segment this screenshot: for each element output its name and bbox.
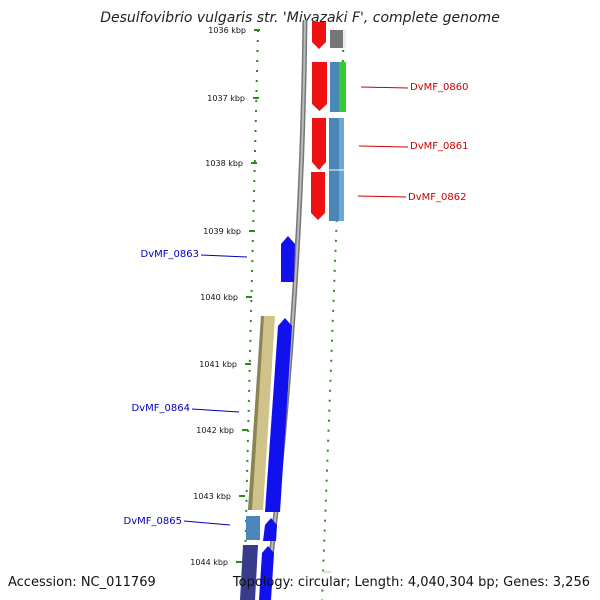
tick-label: 1037 kbp [207, 94, 245, 103]
scale-ticks: 1036 kbp 1037 kbp 1038 kbp 1039 kbp 1040 kbp… [190, 26, 260, 567]
gene-label[interactable]: DvMF_0860 [410, 82, 468, 93]
genome-backbone [263, 19, 308, 600]
tick-label: 1042 kbp [196, 426, 234, 435]
gene-label-leader [358, 145, 409, 148]
gene-blue-0863[interactable] [281, 236, 295, 282]
gene-red-0862[interactable] [311, 172, 325, 220]
tick-label: 1040 kbp [200, 293, 238, 302]
gene-steel-0865[interactable] [246, 516, 260, 540]
topology-text: Topology: circular; Length: 4,040,304 bp… [232, 575, 590, 590]
tick-label: 1039 kbp [203, 227, 241, 236]
tick-label: 1044 kbp [190, 558, 228, 567]
gene-red-top[interactable] [312, 22, 326, 49]
gene-tracks [311, 22, 346, 221]
gene-label[interactable]: DvMF_0861 [410, 141, 468, 152]
gene-label-leader [191, 408, 240, 413]
gene-label-leader [200, 254, 248, 258]
map-title: Desulfovibrio vulgaris str. 'Miyazaki F'… [100, 10, 500, 26]
gene-red-0860[interactable] [312, 62, 327, 111]
gene-red-0861[interactable] [312, 118, 326, 170]
gene-navy-bottom[interactable] [240, 545, 258, 600]
gene-labels: DvMF_0860 DvMF_0861 DvMF_0862 DvMF_0863 DvMF… [124, 82, 469, 527]
gene-blue-0864[interactable] [265, 318, 292, 512]
gene-label[interactable]: DvMF_0864 [132, 403, 190, 414]
gene-green-0860[interactable] [339, 62, 346, 112]
gene-blue-bottom[interactable] [259, 546, 274, 600]
gene-gray-top[interactable] [330, 30, 344, 48]
gene-blue-0865[interactable] [263, 518, 277, 541]
gene-label-leader [183, 520, 231, 526]
gene-label[interactable]: DvMF_0863 [141, 249, 199, 260]
gene-steel-0860[interactable] [330, 62, 339, 112]
gene-label[interactable]: DvMF_0865 [124, 516, 182, 527]
gene-label[interactable]: DvMF_0862 [408, 192, 466, 203]
gene-tracks-left [240, 236, 331, 600]
tick-label: 1041 kbp [199, 360, 237, 369]
tick-label: 1038 kbp [205, 159, 243, 168]
tick-label: 1043 kbp [193, 492, 231, 501]
gene-label-leader [360, 86, 409, 89]
tick-label: 1036 kbp [208, 26, 246, 35]
accession-text: Accession: NC_011769 [8, 575, 156, 590]
gene-label-leader [357, 195, 407, 198]
